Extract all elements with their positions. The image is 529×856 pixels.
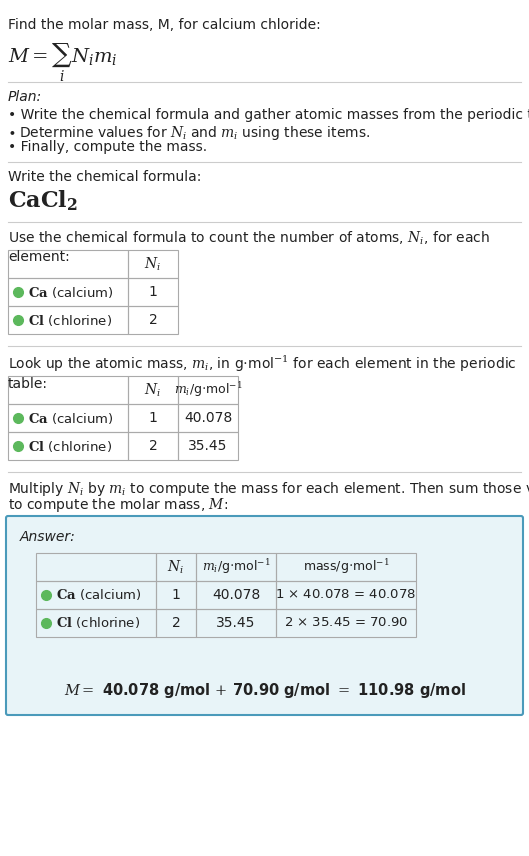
Text: 2: 2 — [149, 439, 157, 453]
Bar — [156, 609, 196, 637]
Text: Write the chemical formula:: Write the chemical formula: — [8, 170, 202, 184]
Bar — [178, 376, 238, 404]
Text: $\mathbf{Ca}$ (calcium): $\mathbf{Ca}$ (calcium) — [28, 284, 114, 300]
Text: 1: 1 — [149, 285, 158, 299]
Text: mass/g$\cdot$mol$^{-1}$: mass/g$\cdot$mol$^{-1}$ — [303, 557, 389, 576]
Bar — [128, 432, 178, 460]
Bar — [128, 376, 178, 404]
Bar — [128, 250, 178, 278]
Text: 40.078: 40.078 — [212, 588, 260, 602]
Text: Look up the atomic mass, $m_i$, in g$\cdot$mol$^{-1}$ for each element in the pe: Look up the atomic mass, $m_i$, in g$\cd… — [8, 354, 517, 390]
Bar — [8, 432, 128, 460]
Text: $N_i$: $N_i$ — [144, 381, 161, 399]
Text: Find the molar mass, M, for calcium chloride:: Find the molar mass, M, for calcium chlo… — [8, 18, 321, 32]
Bar — [128, 306, 178, 334]
Bar — [8, 306, 128, 334]
Bar — [156, 581, 196, 609]
Text: $\mathbf{CaCl_2}$: $\mathbf{CaCl_2}$ — [8, 188, 78, 212]
Text: • Finally, compute the mass.: • Finally, compute the mass. — [8, 140, 207, 154]
Bar — [196, 609, 276, 637]
Text: $\mathbf{Ca}$ (calcium): $\mathbf{Ca}$ (calcium) — [56, 587, 142, 603]
Text: 35.45: 35.45 — [216, 616, 256, 630]
Text: 2: 2 — [149, 313, 157, 327]
Bar — [156, 553, 196, 581]
Text: $\mathbf{Cl}$ (chlorine): $\mathbf{Cl}$ (chlorine) — [56, 615, 140, 631]
Bar — [36, 553, 156, 581]
Bar — [178, 404, 238, 432]
Text: $m_i$/g$\cdot$mol$^{-1}$: $m_i$/g$\cdot$mol$^{-1}$ — [174, 381, 242, 400]
Bar — [36, 609, 156, 637]
Text: $\bullet$ Determine values for $N_i$ and $m_i$ using these items.: $\bullet$ Determine values for $N_i$ and… — [8, 124, 370, 142]
Bar — [276, 609, 416, 637]
Bar — [36, 581, 156, 609]
Bar — [128, 278, 178, 306]
Bar — [8, 376, 128, 404]
Text: Multiply $N_i$ by $m_i$ to compute the mass for each element. Then sum those val: Multiply $N_i$ by $m_i$ to compute the m… — [8, 480, 529, 498]
Text: Answer:: Answer: — [20, 530, 76, 544]
Bar — [196, 581, 276, 609]
Text: $\mathbf{Ca}$ (calcium): $\mathbf{Ca}$ (calcium) — [28, 411, 114, 425]
Text: $M = \sum_i N_i m_i$: $M = \sum_i N_i m_i$ — [8, 42, 117, 85]
Text: 1: 1 — [149, 411, 158, 425]
Bar — [8, 250, 128, 278]
Bar — [8, 404, 128, 432]
Bar — [8, 278, 128, 306]
Text: Use the chemical formula to count the number of atoms, $N_i$, for each element:: Use the chemical formula to count the nu… — [8, 230, 490, 264]
Bar — [178, 432, 238, 460]
Text: to compute the molar mass, $M$:: to compute the molar mass, $M$: — [8, 496, 228, 514]
Text: Plan:: Plan: — [8, 90, 42, 104]
Text: $\mathbf{Cl}$ (chlorine): $\mathbf{Cl}$ (chlorine) — [28, 438, 112, 454]
Bar — [196, 553, 276, 581]
Text: 2: 2 — [171, 616, 180, 630]
Text: • Write the chemical formula and gather atomic masses from the periodic table.: • Write the chemical formula and gather … — [8, 108, 529, 122]
Bar — [276, 581, 416, 609]
Text: $N_i$: $N_i$ — [144, 255, 161, 273]
Text: $M = $ 40.078 g/mol $+$ 70.90 g/mol $=$ 110.98 g/mol: $M = $ 40.078 g/mol $+$ 70.90 g/mol $=$ … — [63, 681, 466, 700]
Text: 40.078: 40.078 — [184, 411, 232, 425]
FancyBboxPatch shape — [6, 516, 523, 715]
Text: 35.45: 35.45 — [188, 439, 227, 453]
Bar — [276, 553, 416, 581]
Text: 1 $\times$ 40.078 = 40.078: 1 $\times$ 40.078 = 40.078 — [276, 589, 417, 602]
Bar — [128, 404, 178, 432]
Text: 2 $\times$ 35.45 = 70.90: 2 $\times$ 35.45 = 70.90 — [284, 616, 408, 629]
Text: $\mathbf{Cl}$ (chlorine): $\mathbf{Cl}$ (chlorine) — [28, 312, 112, 328]
Text: 1: 1 — [171, 588, 180, 602]
Text: $N_i$: $N_i$ — [168, 558, 185, 576]
Text: $m_i$/g$\cdot$mol$^{-1}$: $m_i$/g$\cdot$mol$^{-1}$ — [202, 557, 270, 576]
